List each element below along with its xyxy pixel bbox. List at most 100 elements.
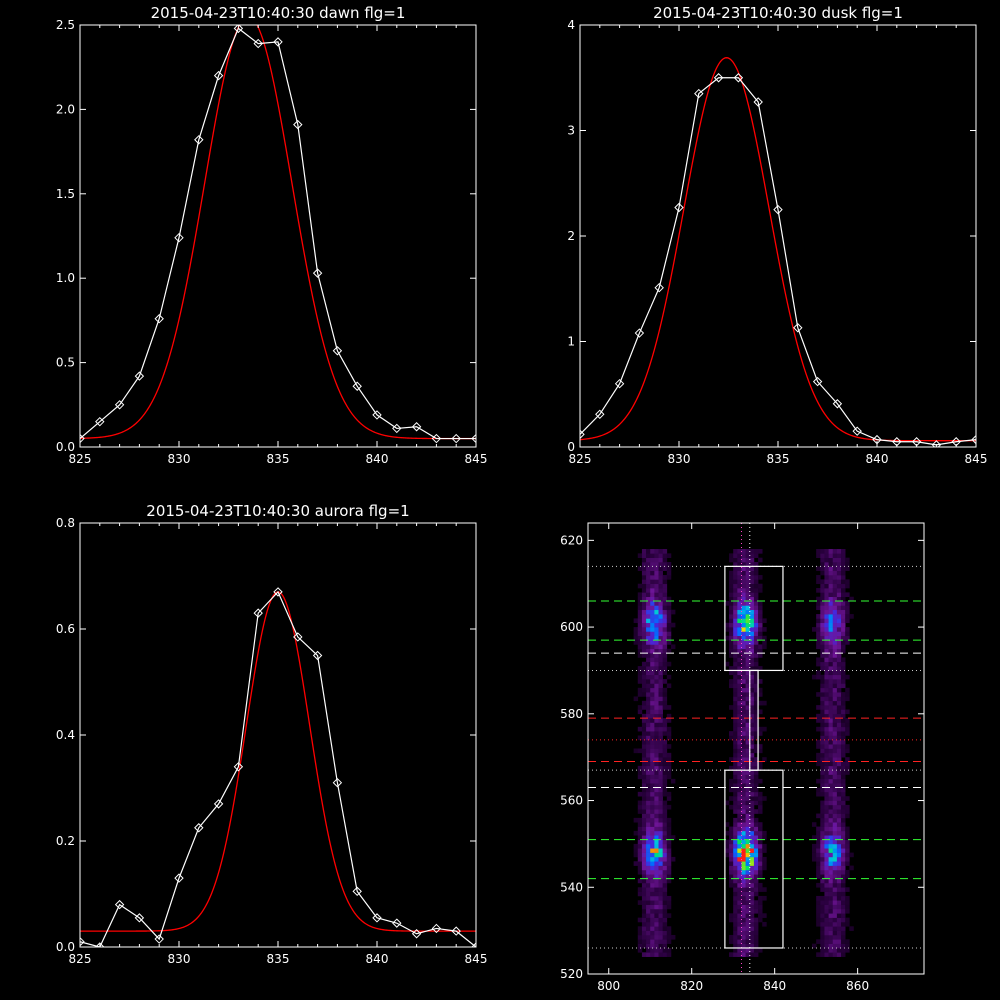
heatmap-cell xyxy=(749,718,755,723)
heatmap-cell xyxy=(820,908,825,914)
heatmap-cell xyxy=(816,791,821,797)
heatmap-cell xyxy=(753,618,759,624)
heatmap-cell xyxy=(654,579,659,585)
heatmap-cell xyxy=(733,926,738,931)
heatmap-cell xyxy=(733,700,738,706)
heatmap-cell xyxy=(646,618,651,624)
heatmap-cell xyxy=(749,735,755,741)
heatmap-cell xyxy=(654,861,659,866)
x-tick-label: 825 xyxy=(569,452,592,466)
heatmap-cell xyxy=(832,796,838,801)
heatmap-cell xyxy=(633,635,639,641)
heatmap-cell xyxy=(832,666,838,671)
heatmap-cell xyxy=(828,843,834,849)
heatmap-cell xyxy=(729,570,734,576)
heatmap-cell xyxy=(745,817,751,823)
heatmap-cell xyxy=(650,726,655,732)
heatmap-cell xyxy=(650,635,655,641)
heatmap-cell xyxy=(650,679,655,684)
heatmap-cell xyxy=(662,943,668,949)
heatmap-cell xyxy=(670,644,676,650)
y-tick-label: 3 xyxy=(567,124,575,138)
data-point xyxy=(580,429,585,440)
heatmap-cell xyxy=(650,657,655,663)
heatmap-cell xyxy=(646,852,651,858)
heatmap-cell xyxy=(824,726,829,732)
heatmap-cell xyxy=(753,952,759,957)
heatmap-cell xyxy=(666,939,672,944)
heatmap-cell xyxy=(633,640,639,645)
heatmap-cell xyxy=(828,692,834,697)
heatmap-cell xyxy=(650,566,655,572)
heatmap-cell xyxy=(820,791,825,797)
heatmap-cell xyxy=(745,713,751,719)
heatmap-cell xyxy=(753,705,759,710)
heatmap-cell xyxy=(654,687,659,693)
data-point xyxy=(392,423,402,434)
heatmap-cell xyxy=(662,653,668,658)
heatmap-cell xyxy=(654,839,659,845)
heatmap-cell xyxy=(836,562,842,567)
heatmap-cell xyxy=(816,848,821,853)
heatmap-cell xyxy=(753,722,759,728)
heatmap-cell xyxy=(820,731,825,736)
heatmap-cell xyxy=(753,778,759,784)
y-tick-label: 580 xyxy=(560,707,583,721)
heatmap-cell xyxy=(666,869,672,875)
heatmap-cell xyxy=(737,822,742,827)
heatmap-cell xyxy=(749,648,755,654)
heatmap-cell xyxy=(828,917,834,923)
heatmap-cell xyxy=(658,679,663,684)
heatmap-cell xyxy=(662,783,668,788)
heatmap-cell xyxy=(832,878,838,884)
heatmap-cell xyxy=(662,731,668,736)
heatmap-cell xyxy=(820,783,825,788)
heatmap-cell xyxy=(733,748,738,754)
heatmap-cell xyxy=(637,917,643,923)
heatmap-cell xyxy=(646,596,651,602)
data-point xyxy=(154,934,164,944)
heatmap-cell xyxy=(762,865,767,871)
heatmap-cell xyxy=(633,852,639,858)
heatmap-cell xyxy=(741,614,746,619)
heatmap-cell xyxy=(637,852,643,858)
heatmap-cell xyxy=(836,666,842,671)
heatmap-cell xyxy=(650,908,655,914)
heatmap-cell xyxy=(832,822,838,827)
heatmap-cell xyxy=(637,934,643,940)
heatmap-cell xyxy=(836,748,842,754)
heatmap-cell xyxy=(758,852,763,858)
heatmap-cell xyxy=(637,726,643,732)
heatmap-cell xyxy=(658,657,663,663)
heatmap-cell xyxy=(741,735,746,741)
heatmap-cell xyxy=(745,562,751,567)
heatmap-cell xyxy=(641,553,647,558)
heatmap-cell xyxy=(650,809,655,814)
heatmap-cell xyxy=(741,579,746,585)
heatmap-cell xyxy=(641,835,647,840)
heatmap-cell xyxy=(749,835,755,840)
heatmap-cell xyxy=(820,683,825,689)
heatmap-cell xyxy=(832,848,838,853)
heatmap-cell xyxy=(828,601,834,606)
heatmap-cell xyxy=(749,657,755,663)
heatmap-cell xyxy=(820,921,825,927)
heatmap-cell xyxy=(845,917,850,923)
heatmap-cell xyxy=(758,913,763,918)
heatmap-cell xyxy=(662,791,668,797)
heatmap-cell xyxy=(650,670,655,676)
heatmap-cell xyxy=(646,783,651,788)
heatmap-cell xyxy=(733,666,738,671)
heatmap-cell xyxy=(741,692,746,697)
heatmap-cell xyxy=(845,618,850,624)
heatmap-cell xyxy=(824,592,829,598)
heatmap-cell xyxy=(646,835,651,840)
heatmap-cell xyxy=(641,588,647,593)
heatmap-cell xyxy=(662,726,668,732)
heatmap-cell xyxy=(753,930,759,936)
heatmap-cell xyxy=(841,778,846,784)
heatmap-cell xyxy=(662,830,668,836)
heatmap-cell xyxy=(646,843,651,849)
heatmap-cell xyxy=(654,887,659,892)
